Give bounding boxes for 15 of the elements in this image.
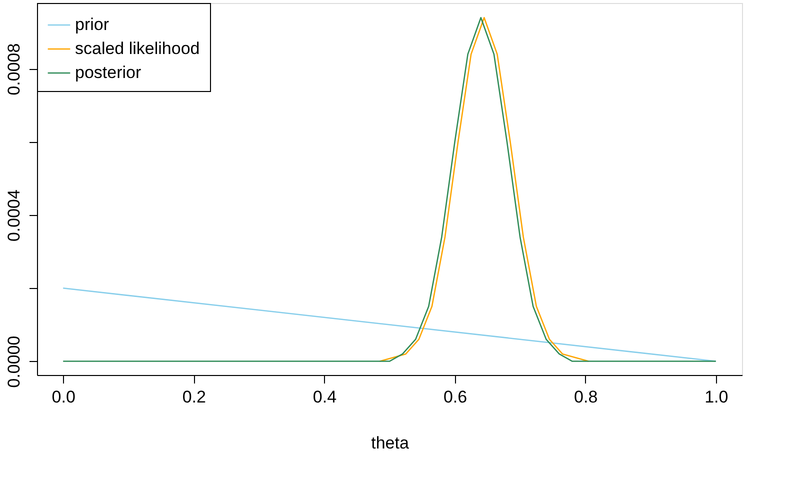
x-tick-label: 0.0 [52,388,76,406]
x-tick-label: 0.8 [574,388,598,406]
x-tick-label: 0.6 [443,388,468,406]
legend-label: scaled likelihood [75,39,200,58]
x-tick-label: 0.2 [182,388,206,406]
legend-label: prior [75,15,110,34]
x-tick-label: 0.4 [312,388,337,406]
line-series [379,16,590,362]
y-tick-label: 0.0000 [4,336,24,388]
line-series [62,16,717,362]
x-tick-label: 1.0 [704,388,728,406]
y-tick-label: 0.0004 [4,190,24,242]
legend-label: posterior [75,63,142,82]
y-tick-label: 0.0008 [4,43,24,96]
x-axis-title: theta [371,434,410,452]
